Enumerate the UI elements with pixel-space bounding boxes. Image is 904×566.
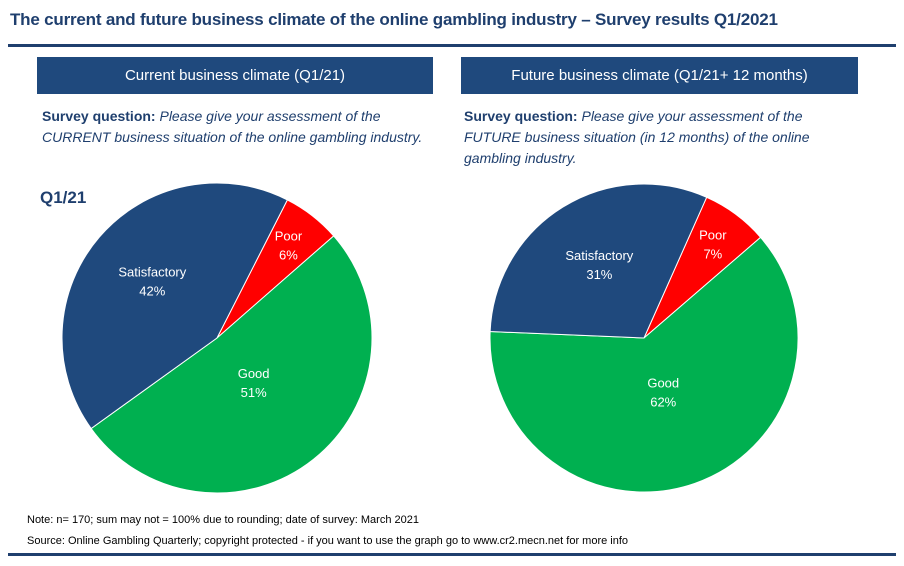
question-label: Survey question: [464,108,578,124]
source: Source: Online Gambling Quarterly; copyr… [27,535,629,547]
data-label: 31% [586,267,612,282]
bottom-divider [8,553,896,556]
current-panel-header: Current business climate (Q1/21) [37,57,433,94]
question-text: Please give your assessment of the FUTUR… [464,108,810,166]
category-label: Poor [275,228,303,243]
category-label: Good [238,366,270,381]
category-label: Satisfactory [565,248,633,263]
question-label: Survey question: [42,108,156,124]
pie-slice-satisfactory [489,183,708,339]
pie-slice-satisfactory [61,182,289,430]
future-panel-header: Future business climate (Q1/21+ 12 month… [461,57,858,94]
data-label: 6% [279,247,298,262]
note: Note: n= 170; sum may not = 100% due to … [27,514,419,526]
category-label: Poor [699,227,727,242]
top-divider [8,44,896,47]
data-label: 62% [650,394,676,409]
data-label: 42% [139,283,165,298]
data-label: 7% [703,246,722,261]
data-label: 51% [241,385,267,400]
category-label: Good [647,375,679,390]
pie-slice-good [489,236,799,493]
question-text: Please give your assessment of the CURRE… [42,108,423,145]
future-survey-question: Survey question: Please give your assess… [464,106,844,169]
period-label: Q1/21 [40,188,87,207]
page-title: The current and future business climate … [10,10,778,29]
current-survey-question: Survey question: Please give your assess… [42,106,442,148]
pie-slice-good [90,235,373,494]
category-label: Satisfactory [118,264,186,279]
